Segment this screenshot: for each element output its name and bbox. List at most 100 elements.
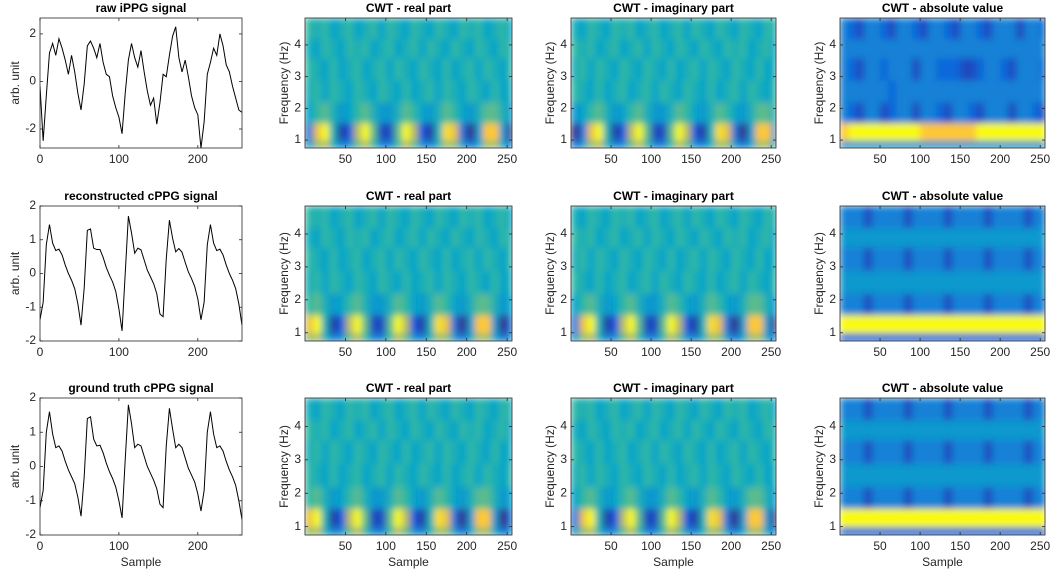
heatmap-cell xyxy=(888,293,897,316)
heatmap-cell xyxy=(976,419,985,441)
heatmap-cell xyxy=(992,79,1001,103)
heatmap-cell xyxy=(691,102,700,124)
heatmap-cell xyxy=(651,486,660,509)
heatmap-cell xyxy=(482,314,492,334)
heatmap-cell xyxy=(944,419,953,441)
heatmap-cell xyxy=(385,463,395,488)
heatmap-cell xyxy=(1032,508,1041,528)
heatmap-cell xyxy=(474,57,484,81)
heatmap-cell xyxy=(450,508,460,528)
heatmap-cell xyxy=(603,486,612,509)
heatmap-cell xyxy=(627,122,636,141)
heatmap-cell xyxy=(683,140,692,148)
heatmap-cell xyxy=(611,293,620,316)
heatmap-cell xyxy=(944,140,953,148)
heatmap-cell xyxy=(675,486,684,509)
heatmap-cell xyxy=(920,270,929,294)
heatmap-cell xyxy=(442,270,452,294)
heatmap-cell xyxy=(627,293,636,316)
heatmap-cell xyxy=(651,439,660,464)
heatmap-cell xyxy=(928,332,937,341)
heatmap-cell xyxy=(755,439,764,464)
x-tick-label: 200 xyxy=(721,345,741,359)
axes-frame xyxy=(839,205,1046,342)
heatmap-cell xyxy=(856,332,865,341)
heatmap-cell xyxy=(683,247,692,271)
x-tick-label: 250 xyxy=(497,539,517,553)
heatmap-cell xyxy=(912,508,921,528)
heatmap-cell xyxy=(856,140,865,148)
heatmap-cell xyxy=(474,102,484,124)
heatmap-cell xyxy=(952,332,961,341)
heatmap-cell xyxy=(579,18,588,40)
heatmap-cell xyxy=(747,57,756,81)
heatmap-cell xyxy=(1032,140,1041,148)
heatmap-cell xyxy=(571,508,580,528)
heatmap-cell xyxy=(667,439,676,464)
heatmap-cell xyxy=(755,270,764,294)
heatmap-cell xyxy=(1040,526,1045,535)
heatmap-cell xyxy=(595,332,604,341)
heatmap-cell xyxy=(1016,79,1025,103)
heatmap-cell xyxy=(1032,398,1041,421)
heatmap-cell xyxy=(611,332,620,341)
heatmap-cell xyxy=(888,332,897,341)
heatmap-cell xyxy=(410,439,419,464)
heatmap-cell xyxy=(507,57,512,81)
y-axis-label: Frequency (Hz) xyxy=(812,425,826,508)
heatmap-cell xyxy=(840,102,849,124)
heatmap-cell xyxy=(587,419,596,441)
heatmap-cell xyxy=(458,18,468,40)
heatmap-cell xyxy=(960,57,969,81)
heatmap-cell xyxy=(928,439,937,464)
heatmap-cell xyxy=(968,18,977,40)
heatmap-cell xyxy=(1000,332,1009,341)
heatmap-cell xyxy=(507,332,512,341)
heatmap-cell xyxy=(715,508,724,528)
heatmap-cell xyxy=(912,102,921,124)
heatmap-cell xyxy=(715,463,724,488)
heatmap-cell xyxy=(1040,102,1045,124)
heatmap-cell xyxy=(872,122,881,141)
y-tick-label: 1 xyxy=(294,132,301,146)
heatmap-cell xyxy=(984,18,993,40)
heatmap-cell xyxy=(426,526,435,535)
x-tick-label: 200 xyxy=(721,539,741,553)
heatmap-cell xyxy=(393,247,403,271)
heatmap-cell xyxy=(755,57,764,81)
heatmap xyxy=(840,206,1045,341)
heatmap-cell xyxy=(603,419,612,441)
heatmap-cell xyxy=(840,398,849,421)
x-tick-label: 50 xyxy=(339,152,353,166)
heatmap-clip xyxy=(305,206,512,341)
heatmap-cell xyxy=(651,463,660,488)
heatmap-cell xyxy=(1024,526,1033,535)
heatmap xyxy=(305,398,512,535)
heatmap-cell xyxy=(952,293,961,316)
heatmap-cell xyxy=(507,270,512,294)
heatmap-cell xyxy=(402,247,411,271)
heatmap-cell xyxy=(976,439,985,464)
heatmap-cell xyxy=(888,79,897,103)
heatmap-cell xyxy=(731,140,740,148)
heatmap-cell xyxy=(1032,247,1041,271)
heatmap-cell xyxy=(393,314,403,334)
heatmap-cell xyxy=(739,293,748,316)
heatmap-cell xyxy=(1008,419,1017,441)
heatmap-cell xyxy=(482,38,492,59)
heatmap-cell xyxy=(992,439,1001,464)
heatmap-cell xyxy=(410,227,419,248)
heatmap-cell xyxy=(904,57,913,81)
heatmap-cell xyxy=(643,247,652,271)
heatmap-cell xyxy=(385,314,395,334)
heatmap-cell xyxy=(659,314,668,334)
heatmap-cell xyxy=(739,247,748,271)
heatmap-cell xyxy=(474,486,484,509)
x-tick-label: 200 xyxy=(188,345,208,359)
heatmap-cell xyxy=(466,293,476,316)
heatmap-cell xyxy=(595,140,604,148)
heatmap-cell xyxy=(1024,314,1033,334)
heatmap-cell xyxy=(976,140,985,148)
heatmap-cell xyxy=(603,102,612,124)
heatmap-cell xyxy=(723,140,732,148)
